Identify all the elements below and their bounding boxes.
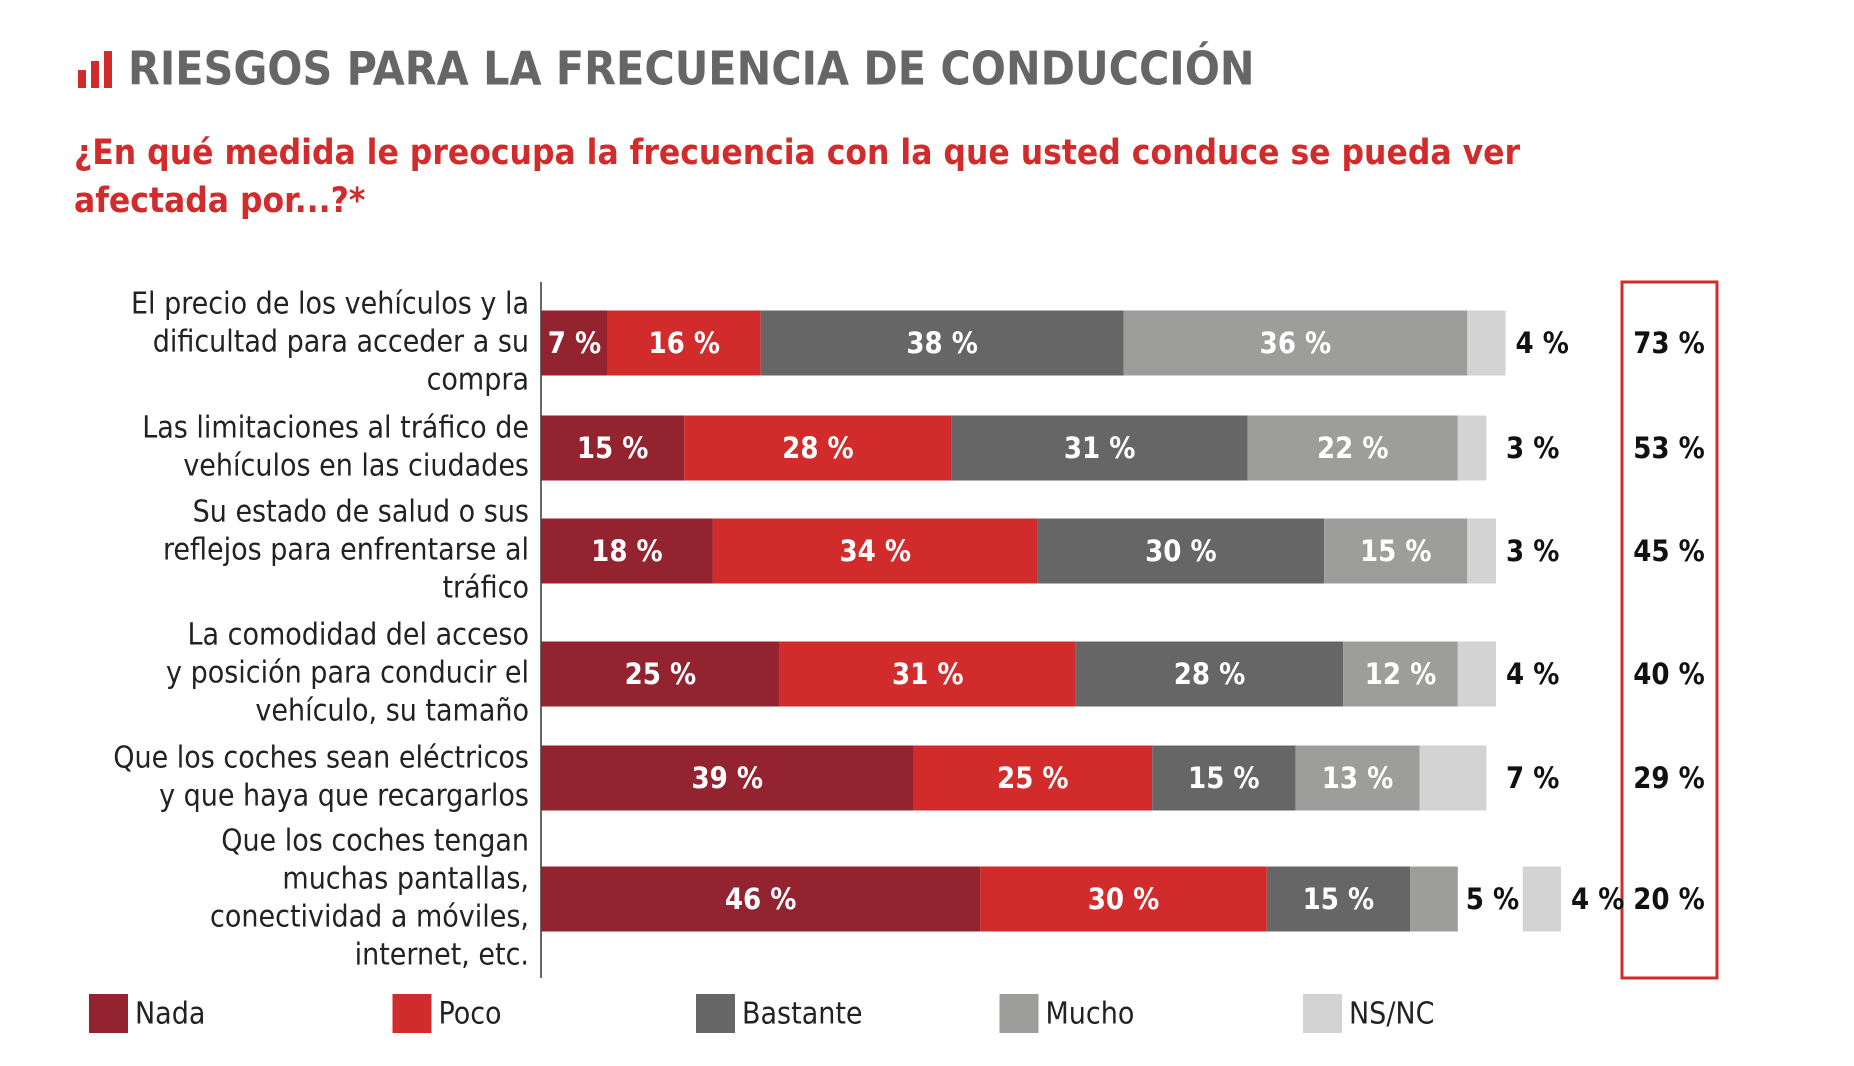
chart-title: RIESGOS PARA LA FRECUENCIA DE CONDUCCIÓN — [128, 42, 1255, 96]
y-tick-label: conectividad a móviles, — [210, 900, 529, 935]
bar-segment — [541, 641, 780, 707]
value-label: 3 % — [1506, 431, 1559, 465]
value-label: 39 % — [691, 761, 763, 795]
bar-segment — [541, 518, 713, 584]
legend-swatch — [392, 994, 432, 1033]
total-label: 29 % — [1633, 761, 1705, 795]
y-tick-label: vehículos en las ciudades — [183, 449, 529, 484]
value-label: 34 % — [839, 534, 911, 568]
total-label: 40 % — [1633, 657, 1705, 691]
value-label: 15 % — [1303, 882, 1375, 916]
bar-segment — [1123, 310, 1468, 376]
bar-segment — [1343, 641, 1458, 707]
y-tick-label: Su estado de salud o sus — [193, 495, 529, 530]
value-label: 15 % — [577, 431, 649, 465]
bar-segment — [712, 518, 1038, 584]
bar-segment — [684, 415, 952, 481]
y-tick-label: internet, etc. — [355, 938, 529, 973]
value-label: 7 % — [1506, 761, 1559, 795]
y-tick-label: Las limitaciones al tráfico de — [142, 411, 529, 446]
y-tick-label: compra — [427, 363, 529, 398]
totals-box — [1620, 280, 1719, 980]
y-tick-label: muchas pantallas, — [282, 862, 529, 897]
value-label: 38 % — [906, 326, 978, 360]
value-label: 25 % — [625, 657, 697, 691]
value-label: 22 % — [1317, 431, 1389, 465]
value-label: 15 % — [1188, 761, 1260, 795]
value-label: 30 % — [1145, 534, 1217, 568]
value-label: 13 % — [1322, 761, 1394, 795]
bar-segment — [541, 310, 608, 376]
y-tick-label: y posición para conducir el — [166, 656, 529, 691]
value-label: 12 % — [1365, 657, 1437, 691]
bar-segment — [541, 866, 981, 932]
bar-segment — [779, 641, 1076, 707]
bar-segment — [913, 745, 1153, 811]
chart-subtitle: afectada por...?* — [74, 181, 365, 221]
y-tick-label: tráfico — [442, 571, 529, 606]
value-label: 30 % — [1088, 882, 1160, 916]
bar-segment — [1266, 866, 1411, 932]
bar-segment — [1419, 745, 1487, 811]
value-label: 18 % — [591, 534, 663, 568]
bar-segment — [1410, 866, 1458, 932]
y-tick-label: reflejos para enfrentarse al — [163, 533, 529, 568]
total-label: 53 % — [1633, 431, 1705, 465]
bar-segment — [541, 745, 914, 811]
bar-segment — [1037, 518, 1325, 584]
bar-segment — [1247, 415, 1458, 481]
value-label: 5 % — [1466, 882, 1519, 916]
y-tick-label: y que haya que recargarlos — [159, 779, 529, 814]
value-label: 4 % — [1516, 326, 1569, 360]
y-tick-label: La comodidad del acceso — [187, 618, 529, 653]
legend-label: NS/NC — [1349, 997, 1434, 1032]
y-tick-label: dificultad para acceder a su — [153, 325, 529, 360]
bar-segment — [1295, 745, 1420, 811]
legend-label: Mucho — [1046, 997, 1135, 1032]
bar-segment — [951, 415, 1248, 481]
bar-segment — [1152, 745, 1296, 811]
value-label: 4 % — [1571, 882, 1624, 916]
total-label: 73 % — [1633, 326, 1705, 360]
legend-label: Nada — [135, 997, 205, 1032]
bar-segment — [1457, 641, 1496, 707]
value-label: 46 % — [725, 882, 797, 916]
value-label: 31 % — [1064, 431, 1136, 465]
bar-segment — [541, 415, 685, 481]
bar-segment — [1467, 518, 1496, 584]
bar-segment — [1467, 310, 1506, 376]
y-tick-label: vehículo, su tamaño — [255, 694, 529, 729]
legend-swatch — [1303, 994, 1342, 1033]
total-label: 20 % — [1633, 882, 1705, 916]
bar-segment — [1522, 866, 1561, 932]
y-tick-label: Que los coches tengan — [221, 824, 529, 859]
value-label: 16 % — [648, 326, 720, 360]
legend-swatch — [696, 994, 735, 1033]
legend-swatch — [999, 994, 1039, 1033]
y-tick-label: Que los coches sean eléctricos — [113, 741, 529, 776]
value-label: 7 % — [548, 326, 601, 360]
legend-label: Poco — [439, 997, 502, 1032]
value-label: 3 % — [1506, 534, 1559, 568]
value-label: 28 % — [782, 431, 854, 465]
value-label: 28 % — [1174, 657, 1246, 691]
bar-segment — [980, 866, 1267, 932]
title-icon — [78, 51, 112, 88]
bar-segment — [760, 310, 1124, 376]
value-label: 15 % — [1360, 534, 1432, 568]
bar-segment — [1457, 415, 1487, 481]
bar-segment — [1324, 518, 1468, 584]
legend-swatch — [89, 994, 128, 1033]
value-label: 31 % — [892, 657, 964, 691]
value-label: 25 % — [997, 761, 1069, 795]
total-label: 45 % — [1633, 534, 1705, 568]
bar-segment — [607, 310, 761, 376]
chart-subtitle: ¿En qué medida le preocupa la frecuencia… — [74, 133, 1520, 173]
y-tick-label: El precio de los vehículos y la — [131, 287, 529, 322]
value-label: 4 % — [1506, 657, 1559, 691]
bar-segment — [1075, 641, 1344, 707]
value-label: 36 % — [1260, 326, 1332, 360]
legend-label: Bastante — [742, 997, 863, 1032]
